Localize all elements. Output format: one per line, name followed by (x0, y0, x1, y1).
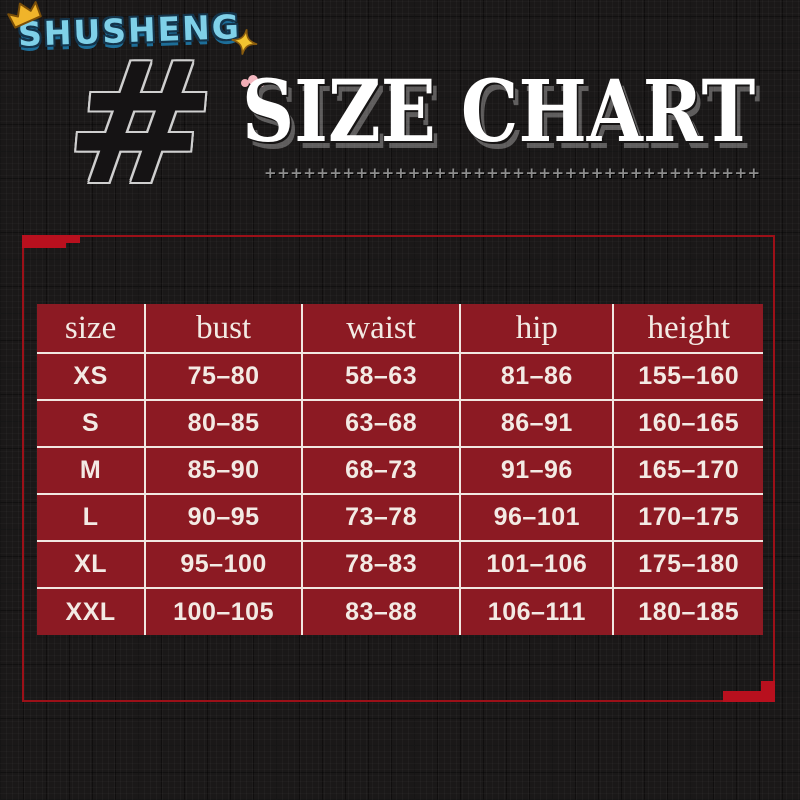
table-row-xxl: XXL 100–105 83–88 106–111 180–185 (35, 587, 764, 636)
size-cell: M (35, 446, 147, 495)
measurement-cell: 175–180 (612, 540, 764, 589)
measurement-cell: 86–91 (459, 399, 615, 448)
table-frame: size bust waist hip height XS 75–80 58–6… (22, 235, 775, 702)
column-header-height: height (612, 303, 764, 354)
corner-accent-top-left-step (22, 235, 66, 248)
column-header-size: size (35, 303, 147, 354)
table-row-l: L 90–95 73–78 96–101 170–175 (35, 493, 764, 542)
measurement-cell: 85–90 (144, 446, 303, 495)
measurement-cell: 83–88 (300, 587, 462, 636)
measurement-cell: 80–85 (144, 399, 303, 448)
page-title: SIZE CHART (242, 62, 756, 162)
measurement-cell: 180–185 (612, 587, 764, 636)
corner-accent-bottom-right (723, 691, 775, 702)
size-cell: XL (35, 540, 147, 589)
measurement-cell: 160–165 (612, 399, 764, 448)
measurement-cell: 165–170 (612, 446, 764, 495)
measurement-cell: 68–73 (300, 446, 462, 495)
measurement-cell: 106–111 (459, 587, 615, 636)
measurement-cell: 78–83 (300, 540, 462, 589)
measurement-cell: 75–80 (144, 352, 303, 401)
table-row-m: M 85–90 68–73 91–96 165–170 (35, 446, 764, 495)
size-table: size bust waist hip height XS 75–80 58–6… (35, 303, 764, 636)
measurement-cell: 90–95 (144, 493, 303, 542)
measurement-cell: 155–160 (612, 352, 764, 401)
measurement-cell: 100–105 (144, 587, 303, 636)
header-row: size bust waist hip height (35, 303, 764, 354)
measurement-cell: 63–68 (300, 399, 462, 448)
table-row-xs: XS 75–80 58–63 81–86 155–160 (35, 352, 764, 401)
column-header-bust: bust (144, 303, 303, 354)
star-icon (231, 28, 258, 56)
measurement-cell: 81–86 (459, 352, 615, 401)
measurement-cell: 73–78 (300, 493, 462, 542)
measurement-cell: 58–63 (300, 352, 462, 401)
measurement-cell: 170–175 (612, 493, 764, 542)
measurement-cell: 91–96 (459, 446, 615, 495)
paw-decoration (241, 75, 265, 87)
size-cell: XS (35, 352, 147, 401)
size-cell: XXL (35, 587, 147, 636)
size-cell: S (35, 399, 147, 448)
table-row-xl: XL 95–100 78–83 101–106 175–180 (35, 540, 764, 589)
column-header-hip: hip (459, 303, 615, 354)
column-header-waist: waist (300, 303, 462, 354)
hash-decoration: # (58, 26, 224, 222)
measurement-cell: 101–106 (459, 540, 615, 589)
measurement-cell: 96–101 (459, 493, 615, 542)
plus-divider: ++++++++++++++++++++++++++++++++++++++ (264, 164, 761, 182)
size-cell: L (35, 493, 147, 542)
corner-accent-bottom-right-step (761, 681, 775, 691)
crown-icon (7, 1, 42, 29)
brand-logo: SHUSHENG (7, 1, 258, 56)
measurement-cell: 95–100 (144, 540, 303, 589)
table-row-s: S 80–85 63–68 86–91 160–165 (35, 399, 764, 448)
